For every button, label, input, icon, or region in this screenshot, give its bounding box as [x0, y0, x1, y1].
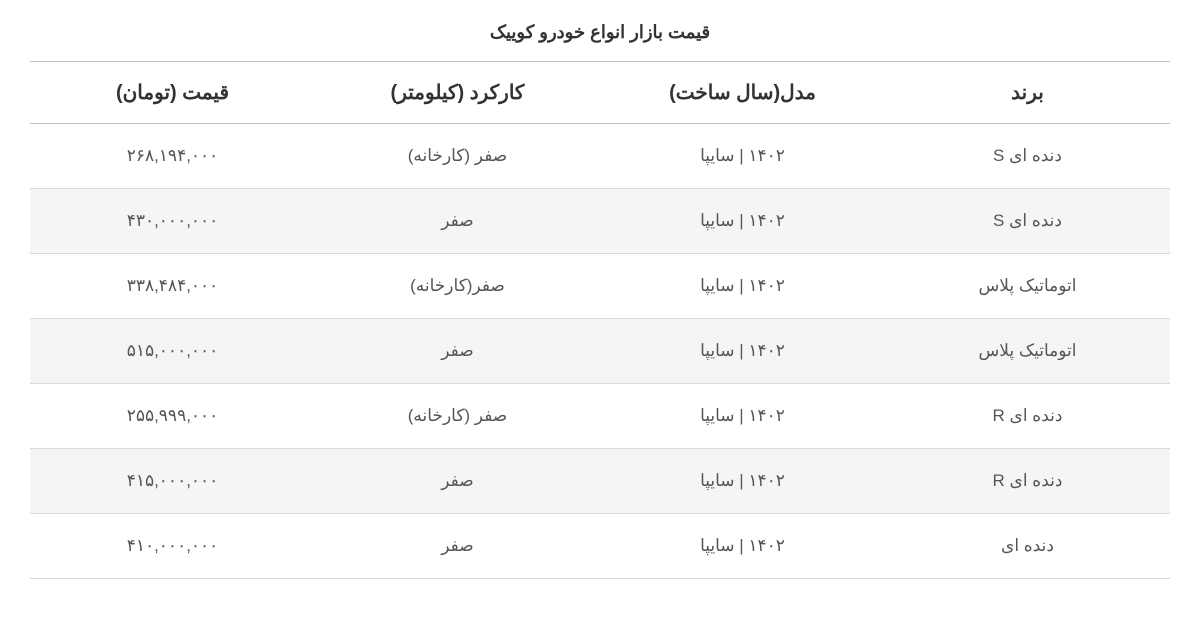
- col-price: قیمت (تومان): [30, 62, 315, 124]
- cell-price: ۴۱۵,۰۰۰,۰۰۰: [30, 449, 315, 514]
- cell-mileage: صفر (کارخانه): [315, 124, 600, 189]
- cell-price: ۲۶۸,۱۹۴,۰۰۰: [30, 124, 315, 189]
- table-body: دنده ای S ۱۴۰۲ | سایپا صفر (کارخانه) ۲۶۸…: [30, 124, 1170, 579]
- cell-model: ۱۴۰۲ | سایپا: [600, 384, 885, 449]
- price-table-container: قیمت بازار انواع خودرو کوییک برند مدل(سا…: [0, 0, 1200, 589]
- col-brand: برند: [885, 62, 1170, 124]
- cell-model: ۱۴۰۲ | سایپا: [600, 254, 885, 319]
- cell-brand: اتوماتیک پلاس: [885, 254, 1170, 319]
- table-header-row: برند مدل(سال ساخت) کارکرد (کیلومتر) قیمت…: [30, 62, 1170, 124]
- cell-brand: دنده ای: [885, 514, 1170, 579]
- cell-mileage: صفر(کارخانه): [315, 254, 600, 319]
- cell-brand: دنده ای S: [885, 124, 1170, 189]
- col-mileage: کارکرد (کیلومتر): [315, 62, 600, 124]
- cell-brand: دنده ای R: [885, 384, 1170, 449]
- table-row: اتوماتیک پلاس ۱۴۰۲ | سایپا صفر(کارخانه) …: [30, 254, 1170, 319]
- table-row: دنده ای ۱۴۰۲ | سایپا صفر ۴۱۰,۰۰۰,۰۰۰: [30, 514, 1170, 579]
- cell-mileage: صفر: [315, 449, 600, 514]
- price-table: برند مدل(سال ساخت) کارکرد (کیلومتر) قیمت…: [30, 61, 1170, 579]
- cell-mileage: صفر: [315, 514, 600, 579]
- cell-mileage: صفر (کارخانه): [315, 384, 600, 449]
- cell-model: ۱۴۰۲ | سایپا: [600, 124, 885, 189]
- table-row: دنده ای R ۱۴۰۲ | سایپا صفر ۴۱۵,۰۰۰,۰۰۰: [30, 449, 1170, 514]
- cell-price: ۲۵۵,۹۹۹,۰۰۰: [30, 384, 315, 449]
- cell-brand: دنده ای R: [885, 449, 1170, 514]
- table-row: دنده ای S ۱۴۰۲ | سایپا صفر (کارخانه) ۲۶۸…: [30, 124, 1170, 189]
- cell-brand: دنده ای S: [885, 189, 1170, 254]
- cell-brand: اتوماتیک پلاس: [885, 319, 1170, 384]
- cell-price: ۵۱۵,۰۰۰,۰۰۰: [30, 319, 315, 384]
- page-title: قیمت بازار انواع خودرو کوییک: [30, 10, 1170, 61]
- cell-model: ۱۴۰۲ | سایپا: [600, 449, 885, 514]
- cell-mileage: صفر: [315, 319, 600, 384]
- col-model: مدل(سال ساخت): [600, 62, 885, 124]
- cell-price: ۴۱۰,۰۰۰,۰۰۰: [30, 514, 315, 579]
- cell-mileage: صفر: [315, 189, 600, 254]
- table-row: اتوماتیک پلاس ۱۴۰۲ | سایپا صفر ۵۱۵,۰۰۰,۰…: [30, 319, 1170, 384]
- cell-model: ۱۴۰۲ | سایپا: [600, 514, 885, 579]
- table-row: دنده ای S ۱۴۰۲ | سایپا صفر ۴۳۰,۰۰۰,۰۰۰: [30, 189, 1170, 254]
- table-row: دنده ای R ۱۴۰۲ | سایپا صفر (کارخانه) ۲۵۵…: [30, 384, 1170, 449]
- cell-model: ۱۴۰۲ | سایپا: [600, 319, 885, 384]
- cell-price: ۴۳۰,۰۰۰,۰۰۰: [30, 189, 315, 254]
- cell-price: ۳۳۸,۴۸۴,۰۰۰: [30, 254, 315, 319]
- cell-model: ۱۴۰۲ | سایپا: [600, 189, 885, 254]
